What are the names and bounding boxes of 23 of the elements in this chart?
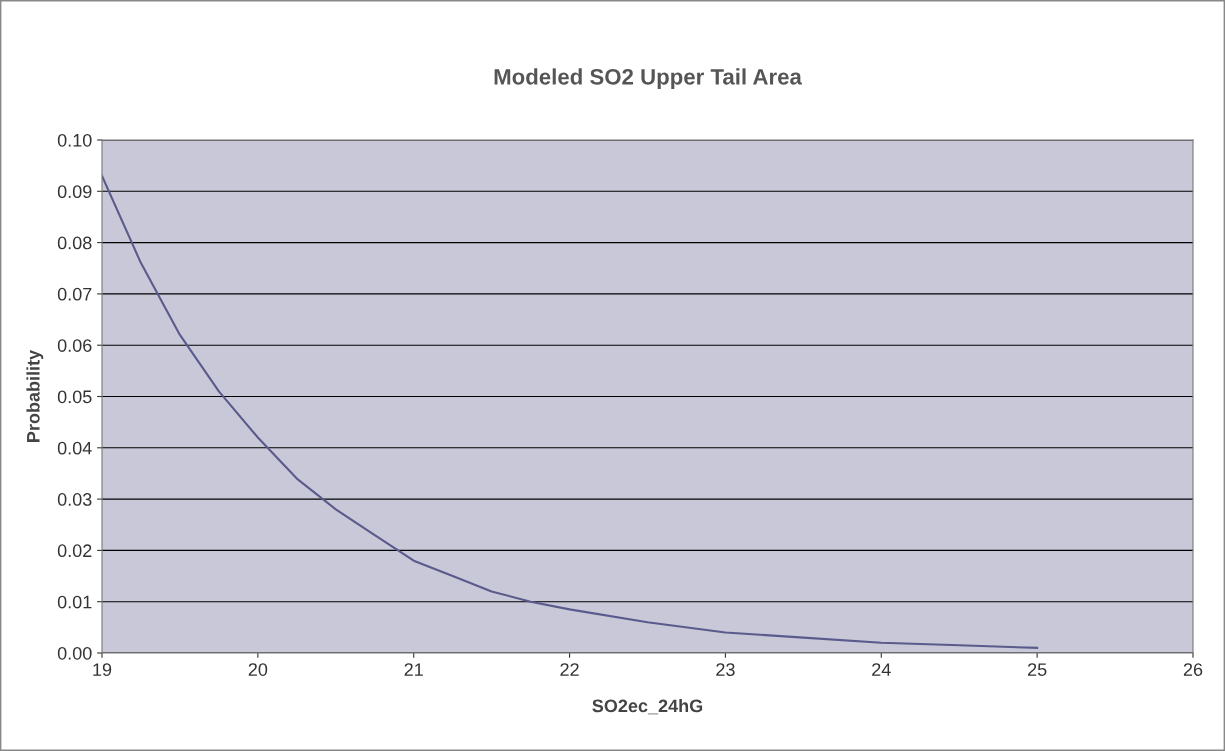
y-tick-label: 0.03 [57,493,92,506]
x-tick-label: 25 [1028,663,1047,676]
y-tick-label: 0.05 [57,390,92,404]
x-tick-label: 24 [872,663,891,676]
y-tick-label: 0.09 [57,185,92,199]
x-tick-label: 21 [404,663,423,676]
x-tick-label: 23 [716,663,735,676]
y-tick-label: 0.00 [57,646,92,660]
x-axis-title: SO2ec_24hG [592,699,703,715]
y-tick-label: 0.07 [57,287,92,301]
y-tick-label: 0.04 [57,441,92,455]
y-tick-label: 0.01 [57,595,92,609]
y-tick-label: 0.10 [57,133,92,147]
y-axis-title: Probability [26,349,44,442]
x-tick-label: 26 [1183,663,1203,676]
x-tick-label: 20 [248,663,268,676]
y-tick-label: 0.08 [57,236,92,250]
line-series [102,174,1039,649]
chart-title: Modeled SO2 Upper Tail Area [494,68,803,90]
y-tick-label: 0.06 [57,339,92,352]
y-tick-label: 0.02 [57,544,92,558]
x-tick-label: 22 [560,663,579,676]
x-tick-label: 19 [93,663,112,676]
